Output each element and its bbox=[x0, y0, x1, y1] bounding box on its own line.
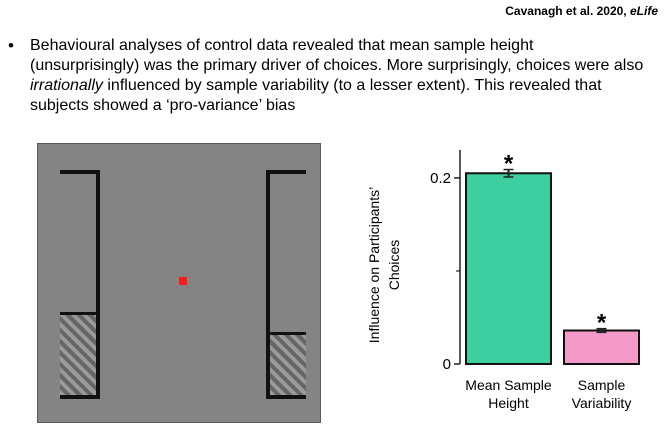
citation-authors: Cavanagh et al. 2020, bbox=[505, 4, 630, 18]
y-tick-label: 0.2 bbox=[430, 170, 451, 187]
bar-chart: 0 0.2 * Mean Sample Height * Sample Variability bbox=[360, 150, 660, 440]
x-tick-label: Sample bbox=[578, 377, 626, 393]
left-bar-top bbox=[60, 170, 100, 174]
y-axis-label: Influence on Participants’ Choices bbox=[355, 160, 420, 370]
x-tick-label: Height bbox=[488, 395, 529, 411]
y-axis-label-line1: Influence on Participants’ bbox=[366, 187, 382, 343]
bullet-text-after: influenced by sample variability (to a l… bbox=[30, 77, 602, 114]
right-bar-level-line bbox=[266, 332, 306, 336]
bar bbox=[563, 329, 640, 365]
y-axis-label-line2: Choices bbox=[386, 240, 402, 291]
bar bbox=[465, 172, 552, 366]
bullet-emphasis: irrationally bbox=[30, 77, 103, 94]
x-tick-label: Mean Sample bbox=[465, 377, 552, 393]
right-bar-bottom bbox=[266, 395, 306, 399]
left-bar-bottom bbox=[60, 395, 100, 399]
right-bar-fill bbox=[270, 334, 306, 395]
bullet-text: Behavioural analyses of control data rev… bbox=[30, 36, 645, 116]
bullet-icon: • bbox=[8, 36, 14, 55]
stimulus-display bbox=[37, 143, 321, 423]
fixation-point bbox=[179, 277, 187, 285]
y-tick-label: 0 bbox=[443, 356, 451, 373]
right-bar-top bbox=[266, 170, 306, 174]
bullet-point: • Behavioural analyses of control data r… bbox=[8, 36, 658, 116]
citation-journal: eLife bbox=[629, 4, 658, 18]
x-tick-label: Variability bbox=[572, 395, 632, 411]
significance-marker: * bbox=[597, 310, 607, 337]
left-bar-level-line bbox=[60, 312, 96, 315]
citation: Cavanagh et al. 2020, eLife bbox=[505, 4, 658, 18]
bullet-text-before: Behavioural analyses of control data rev… bbox=[30, 37, 644, 74]
right-bar-spine bbox=[266, 170, 270, 399]
left-bar-spine bbox=[96, 170, 100, 399]
bar-chart-svg: 0 0.2 * Mean Sample Height * Sample Variability bbox=[430, 150, 640, 411]
left-bar-fill bbox=[60, 314, 96, 395]
significance-marker: * bbox=[504, 151, 514, 178]
